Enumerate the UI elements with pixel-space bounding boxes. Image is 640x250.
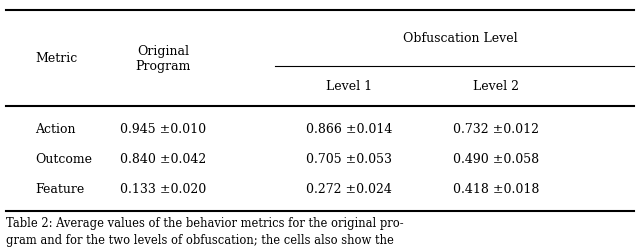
Text: Action: Action bbox=[35, 122, 76, 135]
Text: Level 1: Level 1 bbox=[326, 80, 372, 93]
Text: Original
Program: Original Program bbox=[136, 45, 191, 73]
Text: Outcome: Outcome bbox=[35, 152, 92, 165]
Text: 0.945 ±0.010: 0.945 ±0.010 bbox=[120, 122, 206, 135]
Text: 0.490 ±0.058: 0.490 ±0.058 bbox=[453, 152, 539, 165]
Text: Feature: Feature bbox=[35, 182, 84, 195]
Text: Obfuscation Level: Obfuscation Level bbox=[403, 32, 518, 45]
Text: 0.418 ±0.018: 0.418 ±0.018 bbox=[453, 182, 539, 195]
Text: Level 2: Level 2 bbox=[473, 80, 519, 93]
Text: 0.732 ±0.012: 0.732 ±0.012 bbox=[453, 122, 539, 135]
Text: 0.272 ±0.024: 0.272 ±0.024 bbox=[306, 182, 392, 195]
Text: Table 2: Average values of the behavior metrics for the original pro-
gram and f: Table 2: Average values of the behavior … bbox=[6, 216, 404, 250]
Text: 0.705 ±0.053: 0.705 ±0.053 bbox=[306, 152, 392, 165]
Text: 0.840 ±0.042: 0.840 ±0.042 bbox=[120, 152, 206, 165]
Text: 0.866 ±0.014: 0.866 ±0.014 bbox=[306, 122, 392, 135]
Text: Metric: Metric bbox=[35, 52, 77, 65]
Text: 0.133 ±0.020: 0.133 ±0.020 bbox=[120, 182, 206, 195]
